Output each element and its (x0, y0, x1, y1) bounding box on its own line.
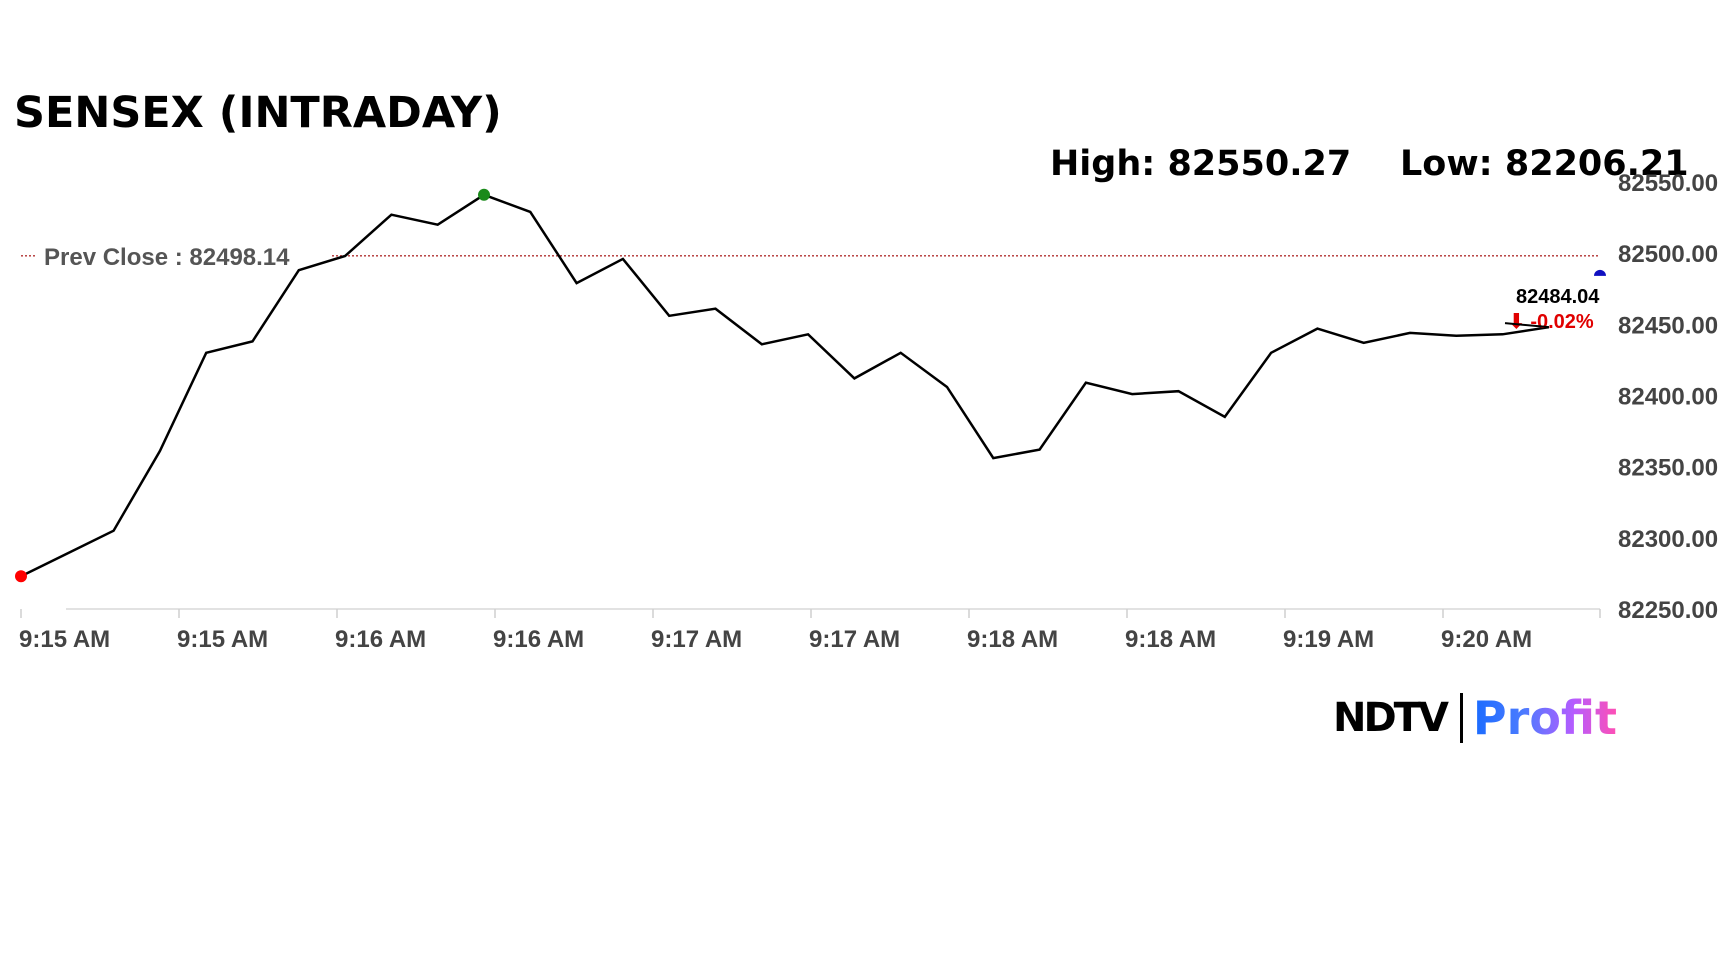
x-tick-label: 9:16 AM (493, 626, 584, 653)
high-point-marker (478, 188, 490, 201)
x-tick-label: 9:17 AM (809, 626, 900, 653)
y-tick-label: 82450.00 (1618, 312, 1718, 339)
x-tick-label: 9:16 AM (335, 626, 426, 653)
logo-brand: NDTV (1333, 695, 1449, 741)
series-line (20, 193, 1550, 578)
x-tick-label: 9:18 AM (967, 626, 1058, 653)
y-tick-label: 82300.00 (1618, 526, 1718, 553)
x-tick-label: 9:15 AM (19, 626, 110, 653)
high-stat: High: 82550.27 (1050, 144, 1352, 184)
y-tick-label: 82250.00 (1618, 597, 1718, 624)
x-tick-label: 9:17 AM (651, 626, 742, 653)
change-percent-label: ⬇ -0.02% (1508, 311, 1594, 333)
x-tick-label: 9:15 AM (177, 626, 268, 653)
x-tick-label: 9:20 AM (1441, 626, 1532, 653)
low-stat: Low: 82206.21 (1400, 144, 1689, 184)
x-tick-label: 9:19 AM (1283, 626, 1374, 653)
last-price-label: 82484.04 (1516, 286, 1600, 308)
start-point-marker (15, 570, 27, 583)
ndtv-profit-logo: NDTV Profit (1333, 688, 1617, 748)
logo-divider (1459, 693, 1463, 743)
logo-product: Profit (1472, 691, 1618, 745)
prev-close-label: Prev Close : 82498.14 (44, 244, 290, 271)
last-marker-mask (1592, 275, 1608, 284)
chart-title: SENSEX (INTRADAY) (14, 88, 502, 138)
x-tick-label: 9:18 AM (1125, 626, 1216, 653)
y-tick-label: 82500.00 (1618, 241, 1718, 268)
y-tick-label: 82350.00 (1618, 455, 1718, 482)
y-tick-label: 82550.00 (1618, 170, 1718, 197)
last-connector (1504, 322, 1549, 329)
y-tick-label: 82400.00 (1618, 384, 1718, 411)
